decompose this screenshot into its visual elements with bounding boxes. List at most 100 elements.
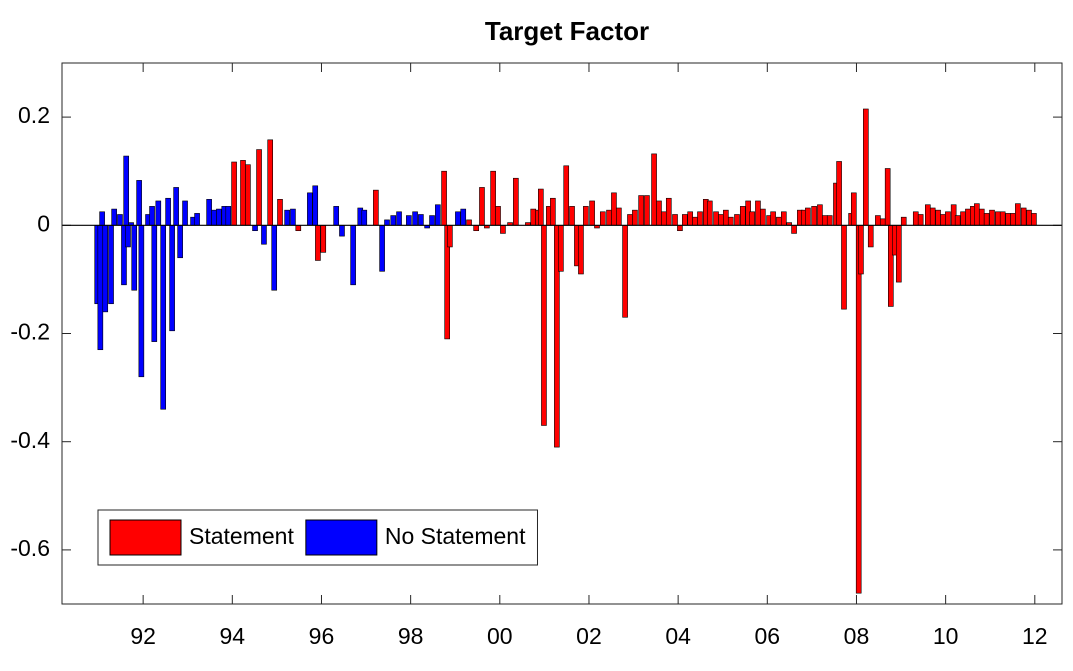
bar [836, 161, 842, 226]
bar [739, 206, 746, 226]
bar [541, 225, 547, 426]
bar [160, 225, 167, 410]
bar [978, 208, 985, 226]
bar [940, 214, 946, 226]
bar [271, 225, 278, 291]
bar [656, 200, 662, 226]
x-tick-label: 98 [398, 623, 424, 649]
bar [333, 206, 339, 226]
bar [1031, 213, 1037, 226]
bar [231, 161, 237, 226]
bar [954, 215, 961, 226]
bar [256, 149, 262, 226]
bar [589, 200, 595, 226]
bar [644, 195, 650, 226]
bar [252, 225, 258, 232]
bar [473, 225, 479, 232]
x-tick-label: 92 [130, 623, 156, 649]
legend-swatch [109, 519, 182, 556]
bar [418, 214, 424, 226]
bar [384, 219, 390, 226]
bar [879, 218, 886, 226]
bar [530, 208, 537, 226]
bar [155, 200, 162, 226]
bar [177, 225, 183, 259]
bar [99, 211, 105, 226]
bar [390, 215, 397, 226]
bar [211, 209, 217, 226]
bar [672, 214, 678, 226]
bar [240, 160, 246, 226]
bar [692, 216, 698, 226]
bar [925, 204, 931, 226]
bar [290, 208, 296, 226]
bar [776, 216, 782, 226]
bar [770, 211, 776, 226]
bar [697, 211, 703, 226]
chart-title: Target Factor [485, 16, 649, 46]
bar [284, 209, 290, 226]
bar [632, 209, 638, 226]
bar [960, 211, 966, 226]
bar [665, 197, 672, 226]
bar [965, 208, 971, 226]
bar [606, 209, 612, 226]
bar [929, 207, 936, 226]
bar [125, 225, 131, 248]
legend: Statement No Statement [97, 509, 538, 566]
y-tick-label: 0 [37, 210, 50, 236]
y-tick-label: -0.6 [10, 535, 50, 561]
x-tick-label: 06 [755, 623, 781, 649]
x-tick-label: 10 [933, 623, 959, 649]
bar [718, 214, 724, 226]
bar [361, 209, 368, 226]
bar [149, 206, 155, 226]
bar [734, 214, 740, 226]
x-tick-label: 04 [665, 623, 691, 649]
bar [811, 206, 817, 226]
bar [583, 206, 589, 226]
bar [912, 211, 919, 226]
bar [999, 211, 1006, 226]
bar [277, 199, 283, 226]
bar [896, 225, 902, 283]
bar [396, 211, 402, 226]
bar [169, 225, 175, 332]
bar [713, 211, 719, 226]
bar [826, 215, 833, 226]
bar [817, 204, 823, 226]
bar [111, 208, 117, 226]
bar [490, 170, 496, 226]
bar [173, 187, 179, 226]
bar [651, 153, 657, 226]
bar [138, 225, 145, 378]
bar [822, 215, 828, 226]
bar [261, 225, 267, 245]
x-tick-label: 94 [220, 623, 246, 649]
bar [447, 225, 453, 248]
bar [661, 211, 667, 226]
bar [805, 207, 811, 226]
bar [151, 225, 158, 342]
bar [1010, 213, 1016, 226]
bar [682, 214, 688, 226]
bar [989, 209, 995, 226]
bar [495, 206, 501, 226]
x-tick-label: 96 [309, 623, 335, 649]
bar [500, 225, 506, 234]
bar [131, 225, 138, 291]
bar [165, 197, 171, 226]
bar [974, 203, 980, 226]
bar [312, 185, 319, 226]
bar [102, 225, 109, 313]
bar [578, 225, 584, 275]
bar [841, 225, 847, 310]
bar [569, 206, 575, 226]
bar [995, 211, 1001, 226]
x-tick-label: 08 [844, 623, 870, 649]
plot-frame [61, 62, 1063, 605]
bar [900, 216, 907, 226]
bar [194, 213, 200, 226]
bar [935, 209, 941, 226]
